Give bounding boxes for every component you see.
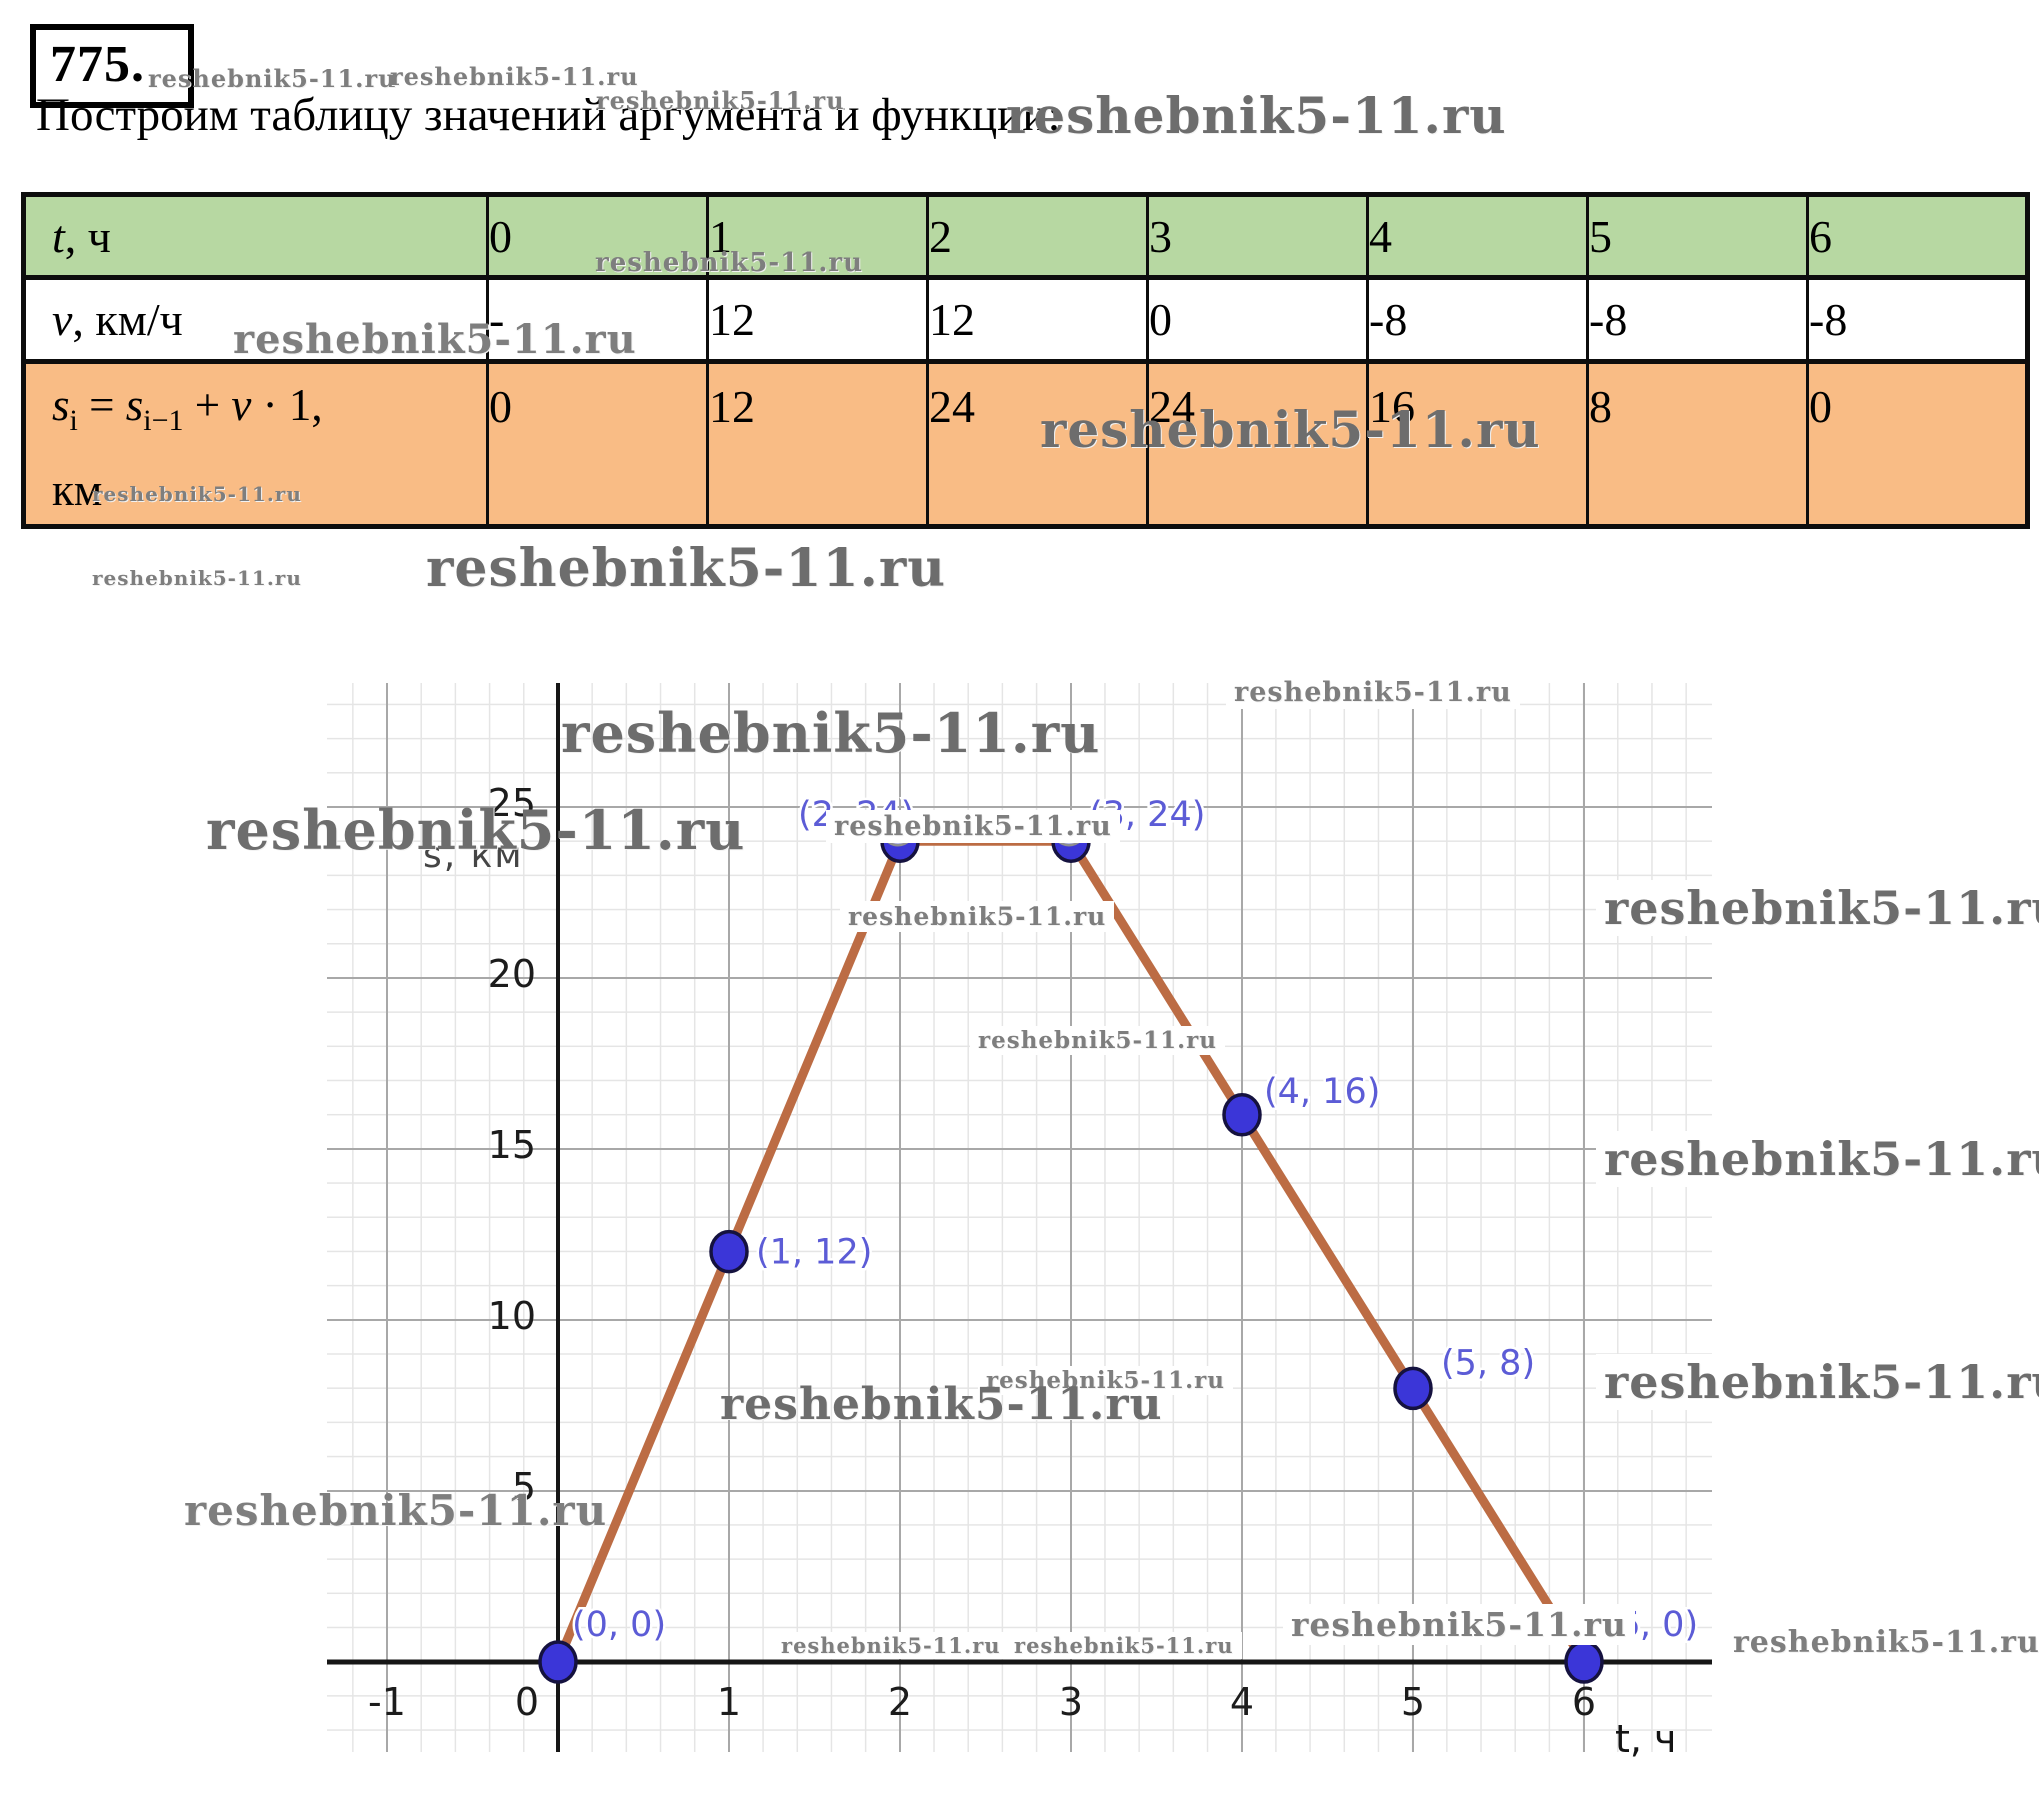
watermark: reshebnik5-11.ru bbox=[596, 86, 845, 115]
value-cell: 2 bbox=[926, 193, 1149, 279]
value-cell: 5 bbox=[1586, 193, 1809, 279]
watermark: reshebnik5-11.ru bbox=[92, 566, 302, 590]
value-cell: 24 bbox=[1146, 359, 1369, 528]
x-tick-label: 5 bbox=[1400, 1680, 1426, 1724]
watermark: reshebnik5-11.ru bbox=[1283, 1604, 1635, 1645]
watermark: reshebnik5-11.ru bbox=[595, 248, 864, 278]
watermark: reshebnik5-11.ru bbox=[1006, 86, 1507, 145]
point-label: (0, 0) bbox=[572, 1605, 666, 1645]
solution-title: Построим таблицу значений аргумента и фу… bbox=[36, 89, 1061, 141]
watermark: reshebnik5-11.ru bbox=[233, 316, 637, 363]
value-cell: 24 bbox=[926, 359, 1149, 528]
x-tick-label: 2 bbox=[887, 1680, 913, 1724]
watermark: reshebnik5-11.ru bbox=[978, 1366, 1233, 1395]
data-point[interactable] bbox=[1564, 1640, 1604, 1684]
watermark: reshebnik5-11.ru bbox=[561, 701, 1101, 765]
value-cell: -8 bbox=[1806, 275, 2029, 363]
y-tick-label: 15 bbox=[487, 1123, 536, 1167]
x-tick-label: -1 bbox=[368, 1680, 406, 1724]
watermark: reshebnik5-11.ru bbox=[720, 1379, 1163, 1430]
chart: s, км t, ч (0, 0)(1, 12)(2, 24)(3, 24)(4… bbox=[327, 683, 1712, 1761]
watermark: reshebnik5-11.ru bbox=[426, 538, 947, 599]
watermark: reshebnik5-11.ru bbox=[826, 810, 1120, 843]
data-point[interactable] bbox=[1222, 1093, 1262, 1137]
point-label: (5, 8) bbox=[1441, 1343, 1535, 1383]
x-tick-label: 1 bbox=[716, 1680, 742, 1724]
y-tick-label: 25 bbox=[487, 781, 536, 825]
data-point[interactable] bbox=[1393, 1366, 1433, 1411]
value-cell: -8 bbox=[1586, 275, 1809, 363]
watermark: reshebnik5-11.ru bbox=[206, 798, 746, 862]
watermark: reshebnik5-11.ru bbox=[773, 1632, 1009, 1659]
x-tick-label: 6 bbox=[1571, 1680, 1597, 1724]
value-cell: 12 bbox=[926, 275, 1149, 363]
value-cell: 3 bbox=[1146, 193, 1369, 279]
value-cell: 12 bbox=[706, 359, 929, 528]
value-cell: 0 bbox=[1806, 359, 2029, 528]
watermark: reshebnik5-11.ru bbox=[1040, 400, 1541, 459]
problem-number: 775. bbox=[50, 36, 145, 93]
x-tick-label: 3 bbox=[1058, 1680, 1084, 1724]
point-label: (4, 16) bbox=[1264, 1072, 1380, 1112]
watermark: reshebnik5-11.ru bbox=[390, 62, 639, 91]
watermark: reshebnik5-11.ru bbox=[840, 901, 1115, 932]
table-row-v: v, км/ч - 12 12 0 -8 -8 -8 bbox=[22, 275, 2029, 363]
watermark: reshebnik5-11.ru bbox=[92, 482, 302, 506]
table-row-t: t, ч 0 1 2 3 4 5 6 bbox=[22, 193, 2029, 279]
table-row-s: si = si−1 + v · 1, км 0 12 24 24 16 8 0 bbox=[22, 359, 2029, 528]
data-point[interactable] bbox=[538, 1640, 578, 1684]
watermark: reshebnik5-11.ru bbox=[1596, 880, 2039, 936]
value-cell: 0 bbox=[486, 193, 709, 279]
value-cell: 12 bbox=[706, 275, 929, 363]
watermark: reshebnik5-11.ru bbox=[1725, 1624, 2039, 1661]
watermark: reshebnik5-11.ru bbox=[148, 64, 397, 93]
value-cell: 4 bbox=[1366, 193, 1589, 279]
y-tick-label: 10 bbox=[487, 1294, 536, 1338]
value-cell: - bbox=[486, 275, 709, 363]
watermark: reshebnik5-11.ru bbox=[1596, 1131, 2039, 1187]
x-tick-label: 0 bbox=[514, 1680, 540, 1724]
values-table: t, ч 0 1 2 3 4 5 6 v, км/ч - 12 12 0 -8 … bbox=[21, 192, 2030, 529]
value-cell: 8 bbox=[1586, 359, 1809, 528]
watermark: reshebnik5-11.ru bbox=[1596, 1354, 2039, 1410]
watermark: reshebnik5-11.ru bbox=[1226, 676, 1520, 709]
value-cell: -8 bbox=[1366, 275, 1589, 363]
value-cell: 0 bbox=[1146, 275, 1369, 363]
y-tick-label: 20 bbox=[487, 952, 536, 996]
value-cell: 0 bbox=[486, 359, 709, 528]
value-cell: 1 bbox=[706, 193, 929, 279]
y-tick-label: 5 bbox=[511, 1465, 536, 1509]
row-label-cell: v, км/ч bbox=[22, 275, 489, 363]
problem-number-box: 775. bbox=[30, 24, 194, 108]
x-axis-title: t, ч bbox=[1615, 1717, 1677, 1761]
watermark: reshebnik5-11.ru bbox=[1006, 1632, 1242, 1659]
value-cell: 16 bbox=[1366, 359, 1589, 528]
row-label-cell: t, ч bbox=[22, 193, 489, 279]
row-label-cell: si = si−1 + v · 1, км bbox=[22, 359, 489, 528]
x-tick-label: 4 bbox=[1229, 1680, 1255, 1724]
s-unit: км bbox=[52, 464, 103, 515]
value-cell: 6 bbox=[1806, 193, 2029, 279]
y-axis-title: s, км bbox=[423, 835, 524, 876]
point-label: (1, 12) bbox=[756, 1233, 872, 1273]
watermark: reshebnik5-11.ru bbox=[970, 1026, 1225, 1055]
data-point[interactable] bbox=[709, 1229, 749, 1274]
watermark: reshebnik5-11.ru bbox=[184, 1486, 608, 1535]
s-formula: si = si−1 + v · 1, bbox=[52, 379, 323, 437]
